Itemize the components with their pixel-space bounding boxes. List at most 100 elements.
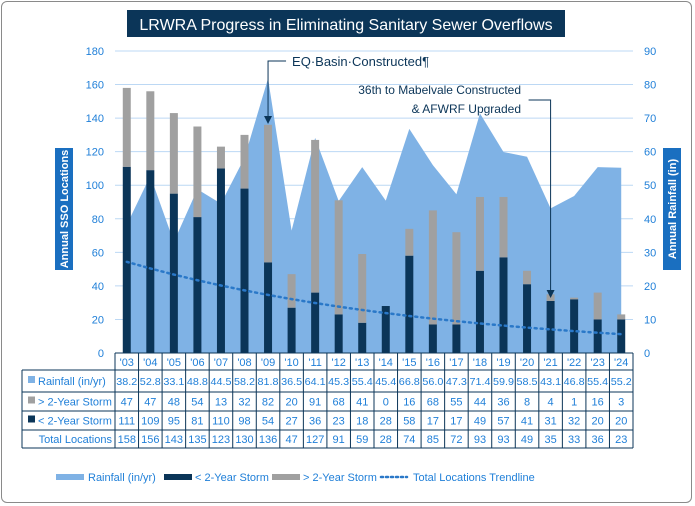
table-cell: 36	[592, 434, 604, 446]
annotation-36th-line2: & AFWRF Upgraded	[412, 102, 521, 116]
bar-lt-2yr	[334, 314, 343, 353]
bar-lt-2yr	[452, 324, 461, 353]
y-tick-left: 20	[92, 314, 104, 326]
table-cell: 130	[235, 434, 253, 446]
table-cell: 41	[521, 416, 533, 428]
table-header-cell: '07	[214, 357, 228, 369]
table-cell: 52.8	[140, 376, 161, 388]
table-cell: 81	[191, 416, 203, 428]
bar-lt-2yr	[240, 188, 249, 353]
table-cell: 82	[262, 397, 274, 409]
table-cell: 35	[544, 434, 556, 446]
table-header-cell: '13	[355, 357, 369, 369]
table-cell: 123	[212, 434, 230, 446]
table-cell: 45.3	[328, 376, 349, 388]
table-header-cell: '15	[402, 357, 416, 369]
table-cell: 136	[259, 434, 277, 446]
table-cell: 110	[212, 416, 230, 428]
bar-gt-2yr	[570, 297, 579, 300]
bar-gt-2yr	[617, 314, 626, 320]
table-cell: 111	[118, 416, 135, 428]
table-cell: 59.9	[493, 376, 514, 388]
legend-label-lt-2yr: < 2-Year Storm	[195, 472, 269, 484]
table-cell: 17	[450, 416, 462, 428]
table-cell: 16	[403, 397, 415, 409]
table-cell: 54	[191, 397, 203, 409]
table-header-cell: '21	[543, 357, 557, 369]
table-cell: 44	[474, 397, 486, 409]
table-row-label: > 2-Year Storm	[38, 397, 112, 409]
table-header-cell: '23	[591, 357, 605, 369]
bar-gt-2yr	[169, 113, 178, 194]
table-header-cell: '04	[143, 357, 157, 369]
y-tick-left: 180	[86, 46, 104, 58]
bar-gt-2yr	[452, 232, 461, 325]
y-tick-left: 140	[86, 113, 104, 125]
bar-gt-2yr	[193, 126, 202, 218]
table-cell: 20	[615, 416, 627, 428]
table-cell: 1	[571, 397, 577, 409]
table-cell: 55.4	[352, 376, 373, 388]
table-header-cell: '18	[473, 357, 487, 369]
table-header-cell: '08	[237, 357, 251, 369]
table-cell: 74	[403, 434, 415, 446]
table-cell: 38.2	[116, 376, 137, 388]
table-header-cell: '12	[332, 357, 346, 369]
arrow-head-icon	[264, 116, 273, 124]
table-header-cell: '09	[261, 357, 275, 369]
y-tick-left: 0	[98, 348, 104, 360]
table-cell: 156	[141, 434, 159, 446]
bar-gt-2yr	[311, 139, 320, 293]
table-cell: 58	[403, 416, 415, 428]
table-cell: 71.4	[469, 376, 490, 388]
bar-gt-2yr	[334, 200, 343, 315]
bar-gt-2yr	[264, 124, 273, 263]
table-header-cell: '11	[308, 357, 322, 369]
table-cell: 54	[262, 416, 274, 428]
bar-lt-2yr	[475, 270, 484, 353]
table-cell: 23	[333, 416, 345, 428]
table-cell: 47	[144, 397, 156, 409]
table-cell: 17	[427, 416, 439, 428]
bar-gt-2yr	[523, 270, 532, 285]
bar-lt-2yr	[593, 319, 602, 353]
table-cell: 48	[168, 397, 180, 409]
table-cell: 18	[356, 416, 368, 428]
bar-lt-2yr	[381, 306, 390, 353]
bar-lt-2yr	[264, 262, 273, 353]
table-header-cell: '14	[379, 357, 393, 369]
bar-gt-2yr	[475, 196, 484, 271]
rainfall-area	[126, 78, 622, 353]
legend-swatch	[28, 376, 35, 383]
y-tick-left: 100	[86, 180, 104, 192]
bar-lt-2yr	[358, 322, 367, 353]
table-cell: 20	[285, 397, 297, 409]
title-box	[127, 10, 565, 37]
y-tick-right: 0	[644, 348, 650, 360]
bar-gt-2yr	[122, 87, 131, 167]
table-cell: 46.8	[564, 376, 585, 388]
y-tick-right: 50	[644, 180, 656, 192]
y-tick-right: 40	[644, 214, 656, 226]
table-cell: 33	[568, 434, 580, 446]
table-cell: 23	[615, 434, 627, 446]
table-cell: 49	[521, 434, 533, 446]
bar-gt-2yr	[358, 254, 367, 323]
legend-label-rainfall: Rainfall (in/yr)	[88, 472, 156, 484]
table-cell: 4	[548, 397, 554, 409]
table-header-cell: '22	[567, 357, 581, 369]
table-cell: 32	[568, 416, 580, 428]
table-cell: 68	[333, 397, 345, 409]
table-cell: 93	[497, 434, 509, 446]
y-tick-right: 70	[644, 113, 656, 125]
bar-gt-2yr	[428, 210, 437, 325]
bar-lt-2yr	[193, 217, 202, 353]
bar-lt-2yr	[546, 300, 555, 353]
table-cell: 57	[497, 416, 509, 428]
table-cell: 0	[383, 397, 389, 409]
legend-label-trendline: Total Locations Trendline	[413, 472, 535, 484]
y-tick-right: 20	[644, 281, 656, 293]
bar-gt-2yr	[593, 292, 602, 320]
